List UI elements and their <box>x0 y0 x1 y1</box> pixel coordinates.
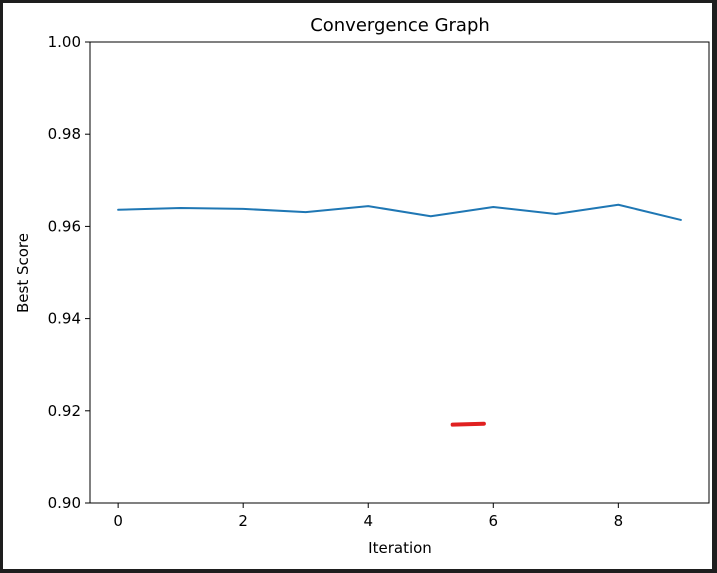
y-tick-label: 0.94 <box>48 310 81 328</box>
annotation-layer <box>450 421 486 427</box>
x-tick-label: 4 <box>363 512 373 530</box>
series-line <box>117 203 682 221</box>
y-axis: 0.90 0.92 0.94 0.96 0.98 1.00 <box>48 33 90 512</box>
series-layer <box>117 203 682 221</box>
y-tick-label: 0.98 <box>48 125 81 143</box>
chart-window: Convergence Graph 0.90 0.92 0.94 0.96 0.98 1.… <box>3 3 712 569</box>
plot-frame <box>89 41 710 504</box>
x-tick-label: 8 <box>614 512 624 530</box>
x-tick-label: 6 <box>489 512 499 530</box>
y-axis-label: Best Score <box>14 233 32 313</box>
red-mark <box>450 421 486 427</box>
y-tick-label: 0.92 <box>48 402 81 420</box>
y-tick-label: 1.00 <box>48 33 81 51</box>
convergence-chart: Convergence Graph 0.90 0.92 0.94 0.96 0.98 1.… <box>14 15 710 557</box>
x-tick-label: 0 <box>113 512 123 530</box>
x-tick-label: 2 <box>238 512 248 530</box>
y-tick-label: 0.90 <box>48 494 81 512</box>
y-tick-label: 0.96 <box>48 217 81 235</box>
x-axis-label: Iteration <box>368 539 432 557</box>
chart-title: Convergence Graph <box>310 15 490 36</box>
x-axis: 0 2 4 6 8 <box>113 503 623 530</box>
